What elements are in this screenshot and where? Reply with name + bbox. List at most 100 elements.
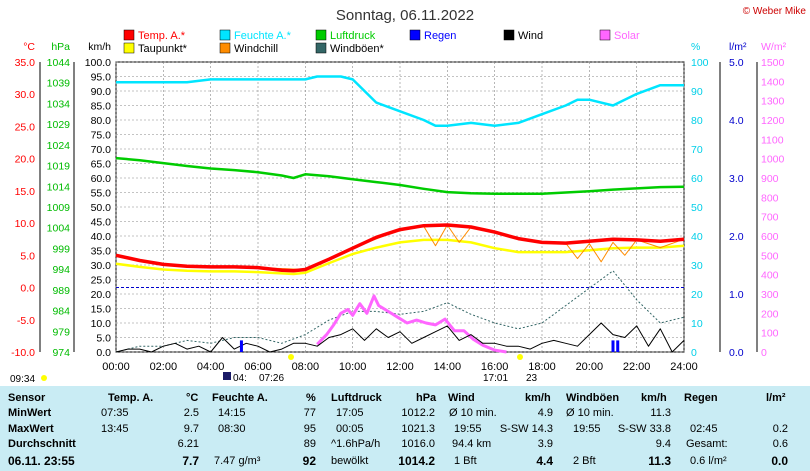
cell: 14:15: [218, 407, 246, 419]
cell: 92: [302, 454, 316, 468]
header-temp-unit: °C: [186, 392, 199, 404]
pressure-tick-label: 989: [52, 285, 70, 297]
cell: 6.21: [177, 438, 199, 450]
solar-tick-label: 800: [761, 192, 779, 204]
header-humidity-unit: %: [306, 392, 316, 404]
humidity-tick-label: 60: [691, 173, 703, 185]
time-left-label: 09:34: [10, 374, 35, 385]
cell: 08:30: [218, 423, 246, 435]
cell: 4.4: [536, 454, 553, 468]
temp-tick-label: -5.0: [17, 315, 35, 327]
solar-tick-label: 1100: [761, 134, 784, 146]
solar-tick-label: 400: [761, 270, 779, 282]
rain-bar: [611, 340, 615, 352]
temp-axis-unit: °C: [23, 41, 35, 53]
header-wind: Wind: [448, 392, 475, 404]
sun-icon-left: [41, 375, 47, 381]
rain-bar: [616, 340, 620, 352]
cell: 94.4 km: [452, 438, 492, 450]
legend: Temp. A.* Feuchte A.* Luftdruck Regen Wind So…: [123, 29, 640, 55]
row-label-current: 06.11. 23:55: [8, 454, 75, 468]
humidity-tick-label: 90: [691, 86, 703, 98]
cell: S-SW 14.3: [499, 423, 553, 435]
series-line-windb-en: [115, 270, 685, 353]
rain-tick-label: 5.0: [729, 57, 744, 69]
pressure-tick-label: 1009: [47, 202, 71, 214]
solar-tick-label: 1500: [761, 57, 785, 69]
wind-tick-label: 85.0: [91, 101, 112, 113]
pressure-tick-label: 994: [52, 264, 70, 276]
header-rain: Regen: [684, 392, 718, 404]
axes: 00:00 02:00 04:00 06:00 08:00 10:00 12:00 14:00…: [11, 41, 787, 373]
humidity-tick-label: 10: [691, 318, 703, 330]
wind-tick-label: 30.0: [91, 260, 112, 272]
cell: 02:45: [690, 423, 718, 435]
temp-tick-label: 25.0: [15, 121, 36, 133]
wind-tick-label: 75.0: [91, 130, 112, 142]
header-pressure: Luftdruck: [331, 392, 382, 404]
temp-tick-label: 30.0: [15, 89, 36, 101]
solar-tick-label: 0: [761, 347, 767, 359]
legend-label: Wind: [518, 30, 543, 42]
legend-label: Taupunkt*: [138, 43, 188, 55]
legend-swatch: [599, 29, 611, 41]
cell: 3.9: [537, 438, 553, 450]
legend-swatch: [123, 42, 135, 54]
solar-tick-label: 500: [761, 250, 779, 262]
wind-tick-label: 65.0: [91, 159, 112, 171]
cell: Gesamt:: [686, 438, 728, 450]
header-gust-unit: km/h: [641, 392, 667, 404]
series-line-taupunkt: [115, 238, 685, 276]
sunrise-label: 07:26: [259, 373, 284, 384]
x-tick-label: 18:00: [528, 361, 556, 373]
plot-area: [115, 75, 685, 354]
pressure-tick-label: 1004: [47, 223, 71, 235]
cell: 7.7: [182, 454, 199, 468]
row-label-min: MinWert: [8, 407, 52, 419]
x-tick-label: 24:00: [670, 361, 698, 373]
wind-axis-unit: km/h: [88, 41, 111, 53]
header-sensor: Sensor: [8, 392, 46, 404]
temp-tick-label: 5.0: [20, 250, 35, 262]
cell: 89: [303, 438, 316, 450]
legend-swatch: [315, 29, 327, 41]
humidity-tick-label: 80: [691, 115, 703, 127]
temp-tick-label: 20.0: [15, 154, 36, 166]
wind-tick-label: 100.0: [85, 57, 111, 69]
temp-tick-label: 35.0: [15, 57, 36, 69]
sunset-icon: [517, 354, 523, 360]
legend-label: Regen: [424, 30, 456, 42]
solar-tick-label: 200: [761, 308, 779, 320]
cell: 0.6 l/m²: [690, 455, 727, 467]
x-tick-label: 10:00: [339, 361, 367, 373]
wind-tick-label: 45.0: [91, 217, 112, 229]
pressure-tick-label: 974: [52, 347, 70, 359]
wind-tick-label: 60.0: [91, 173, 112, 185]
legend-label: Windböen*: [330, 43, 385, 55]
humidity-tick-label: 70: [691, 144, 703, 156]
pressure-axis-unit: hPa: [51, 41, 70, 53]
series-line-temp-a: [115, 223, 685, 273]
wind-tick-label: 35.0: [91, 246, 112, 258]
temp-tick-label: 0.0: [20, 283, 35, 295]
wind-tick-label: 50.0: [91, 202, 112, 214]
rain-tick-label: 2.0: [729, 231, 744, 243]
temp-tick-label: 15.0: [15, 186, 36, 198]
pressure-tick-label: 1044: [47, 57, 71, 69]
humidity-tick-label: 40: [691, 231, 703, 243]
pressure-tick-label: 979: [52, 326, 70, 338]
humidity-tick-label: 30: [691, 260, 703, 272]
cell: 9.7: [183, 423, 199, 435]
x-tick-label: 08:00: [292, 361, 320, 373]
x-tick-label: 12:00: [386, 361, 414, 373]
cell: bewölkt: [331, 455, 369, 467]
temp-tick-label: 10.0: [15, 218, 36, 230]
cell: S-SW 33.8: [617, 423, 671, 435]
wind-tick-label: 25.0: [91, 275, 112, 287]
wind-tick-label: 10.0: [91, 318, 112, 330]
solar-tick-label: 1300: [761, 96, 785, 108]
cell: 77: [303, 407, 316, 419]
pressure-tick-label: 1014: [47, 181, 71, 193]
solar-tick-label: 1200: [761, 115, 785, 127]
moon-icon: [223, 372, 231, 380]
